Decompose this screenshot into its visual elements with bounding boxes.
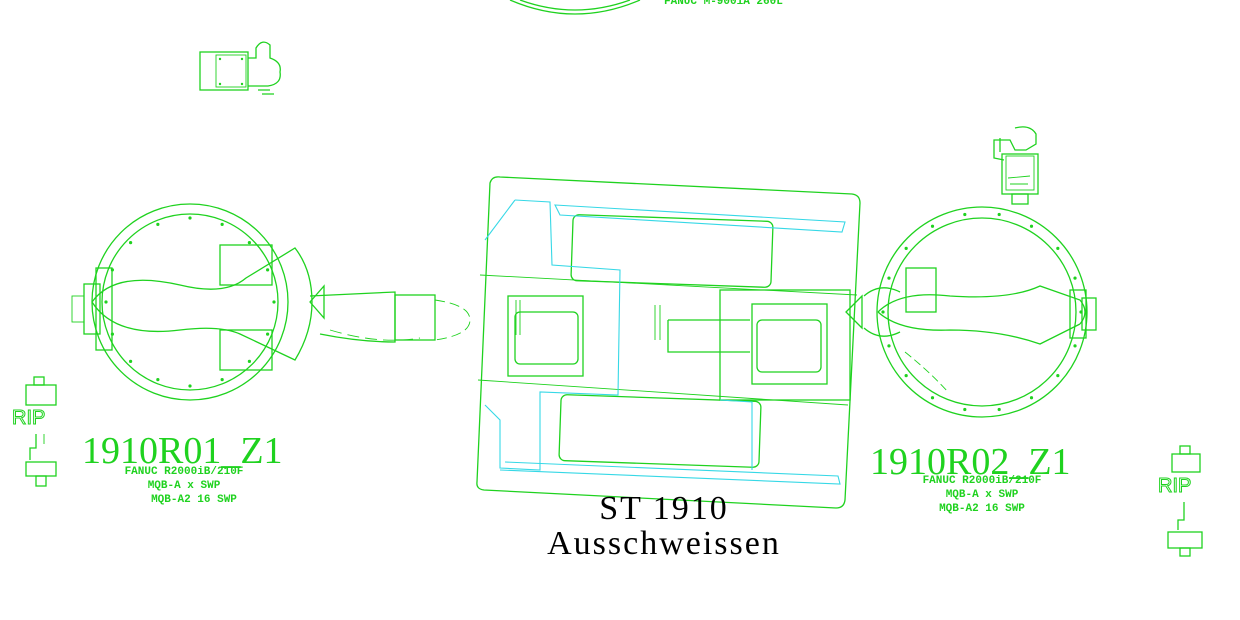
robot-1910R02-z1-symbol (845, 206, 1097, 418)
bolt-hole (904, 374, 908, 378)
tool-stand-top-right (993, 126, 1039, 205)
bolt-hole (220, 222, 224, 226)
robot-model-label: FANUC R2000iB/210F (125, 466, 244, 478)
gripper-stand-left: RIP (12, 376, 57, 487)
tool-stand-top-left (199, 41, 281, 95)
bolt-hole (904, 246, 908, 250)
bolt-hole (997, 407, 1001, 412)
bolt-hole (1056, 246, 1060, 250)
robot-id-label: 1910R01_Z1 (82, 430, 283, 472)
gripper-stand-right: RIP (1158, 445, 1203, 557)
bolt-hole (220, 378, 224, 382)
robot-config-label: MQB-A x SWP (148, 480, 221, 492)
robot-1910R01-label-block: 1910R01_Z1 FANUC R2000iB/210F MQB-A x SW… (82, 430, 283, 506)
bolt-hole (930, 224, 935, 228)
bolt-hole (997, 212, 1001, 217)
bolt-hole (881, 310, 885, 314)
top-robot-label: FANUC M-900iA 260L (664, 0, 783, 8)
bolt-hole (887, 344, 891, 348)
bolt-hole (188, 216, 192, 220)
bolt-hole (247, 241, 251, 245)
robot-variant-label: MQB-A2 16 SWP (939, 503, 1025, 515)
gripper-label-right: RIP (1158, 475, 1191, 497)
bolt-hole (156, 378, 160, 382)
bolt-hole (887, 276, 891, 280)
bolt-hole (963, 212, 967, 217)
robot-model-label: FANUC R2000iB/210F (923, 475, 1042, 487)
welding-fixture (476, 176, 861, 509)
robot-variant-label: MQB-A2 16 SWP (151, 494, 237, 506)
bolt-hole (272, 300, 276, 304)
bolt-hole (247, 359, 251, 363)
bolt-hole (1073, 276, 1077, 280)
bolt-hole (1056, 374, 1060, 378)
station-subtitle: Ausschweissen (547, 525, 781, 562)
bolt-hole (266, 268, 270, 272)
bolt-hole (104, 300, 108, 304)
bolt-hole (1029, 396, 1034, 400)
bolt-hole (930, 396, 935, 400)
bolt-hole (129, 359, 133, 363)
bolt-hole (963, 407, 967, 412)
bolt-hole (129, 241, 133, 245)
robot-1910R02-label-block: 1910R02_Z1 FANUC R2000iB/210F MQB-A x SW… (870, 441, 1071, 515)
bolt-hole (188, 384, 192, 388)
bolt-hole (1029, 224, 1034, 228)
robot-config-label: MQB-A x SWP (946, 489, 1019, 501)
gripper-label-left: RIP (12, 407, 45, 429)
bolt-hole (156, 222, 160, 226)
bolt-hole (1073, 344, 1077, 348)
station-title: ST 1910 (599, 490, 729, 527)
bolt-hole (266, 332, 270, 336)
top-robot-partial: FANUC M-900iA 260L (509, 0, 783, 15)
robot-1910R01-z1-symbol (71, 203, 471, 401)
robot-id-label: 1910R02_Z1 (870, 441, 1071, 483)
